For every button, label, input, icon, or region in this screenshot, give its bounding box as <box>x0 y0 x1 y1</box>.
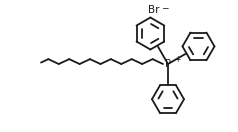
Text: Br: Br <box>148 5 159 15</box>
Text: +: + <box>174 55 180 65</box>
Text: −: − <box>161 4 169 13</box>
Text: P: P <box>165 59 171 69</box>
